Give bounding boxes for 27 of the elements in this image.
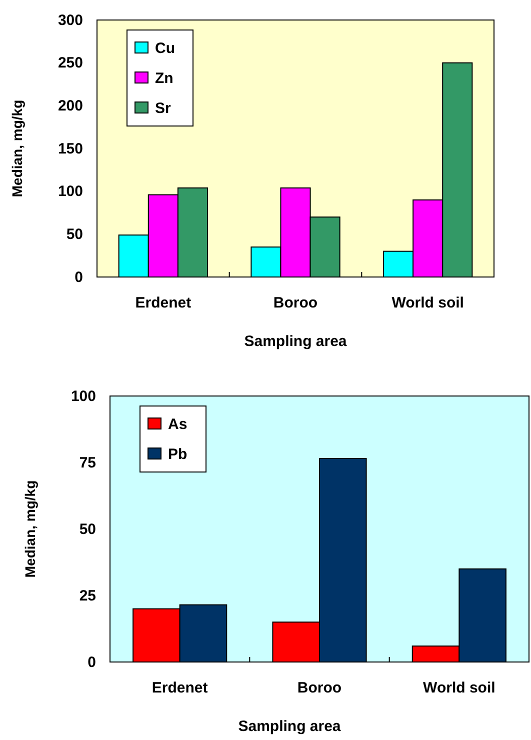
legend-label: Cu (155, 40, 175, 57)
x-tick-label: Boroo (273, 294, 318, 312)
y-tick-label: 200 (58, 97, 83, 114)
y-tick-label: 50 (66, 226, 83, 243)
y-tick-label: 300 (58, 12, 83, 29)
y-tick-label: 150 (58, 140, 83, 158)
y-axis-title: Median, mg/kg (22, 480, 38, 578)
legend-label: Zn (155, 70, 174, 87)
x-tick-label: Boroo (297, 680, 342, 697)
legend-label: Pb (168, 446, 188, 463)
x-tick-label: World soil (423, 680, 496, 697)
y-tick-label: 75 (79, 454, 96, 472)
y-tick-label: 0 (74, 268, 83, 286)
x-tick-label: Erdenet (152, 680, 208, 697)
y-tick-label: 250 (58, 54, 83, 72)
legend-label: As (168, 416, 188, 433)
y-tick-label: 100 (70, 388, 96, 405)
y-tick-label: 50 (79, 520, 96, 538)
y-axis-title: Median, mg/kg (9, 100, 25, 198)
x-tick-label: Erdenet (135, 294, 192, 312)
y-tick-label: 25 (79, 587, 96, 604)
y-tick-label: 100 (58, 183, 83, 200)
x-axis-title: Sampling area (238, 718, 342, 735)
x-axis-title: Sampling area (244, 333, 348, 350)
y-tick-label: 0 (88, 654, 96, 671)
x-tick-label: World soil (392, 294, 464, 312)
legend-label: Sr (155, 100, 172, 117)
